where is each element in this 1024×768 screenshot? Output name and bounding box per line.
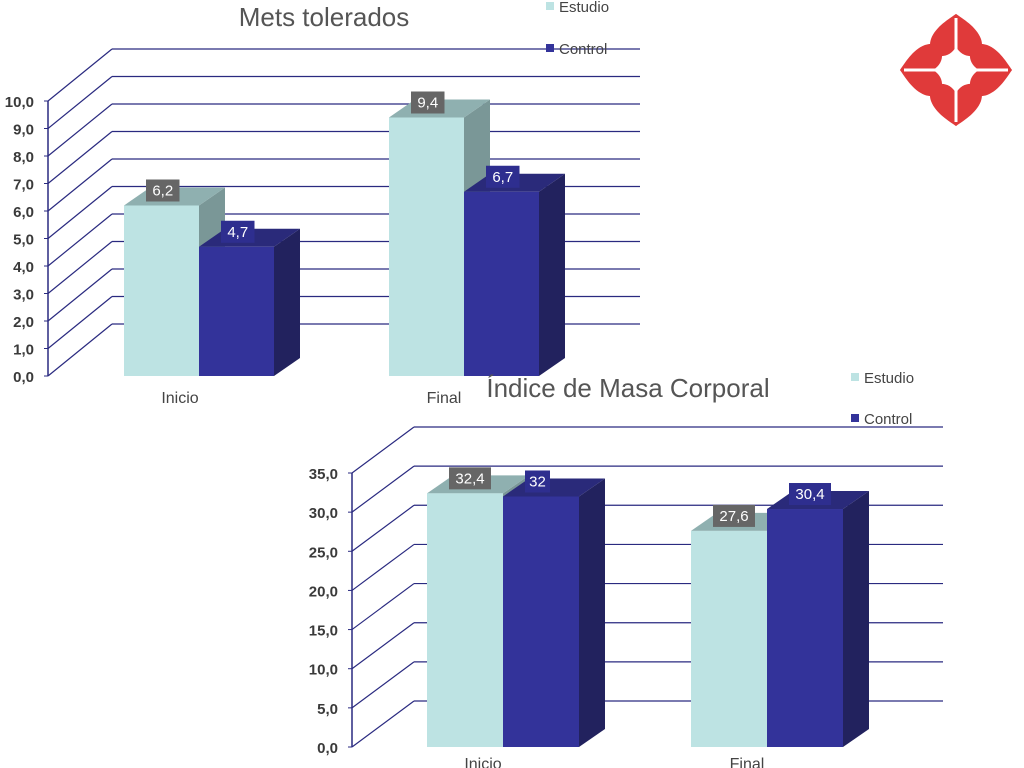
gridline-diagonal [351, 426, 415, 474]
heart-clover-logo-icon [899, 13, 1013, 127]
data-label-control-final: 6,7 [492, 169, 513, 186]
chart-title: Índice de Masa Corporal [486, 373, 769, 403]
chart-mets-tolerados: 0,0 1,0 2,0 3,0 4,0 5,0 6,0 7,0 8,0 9,0 10,0 Mets t… [5, 0, 640, 407]
data-label-box-estudio-inicio [146, 179, 180, 202]
gridline-diagonal [351, 543, 415, 591]
gridline-diagonal [47, 241, 113, 294]
x-category-label: Inicio [161, 390, 198, 407]
data-label-control-inicio: 32 [529, 473, 546, 490]
y-tick-label: 0,0 [317, 740, 338, 757]
gridline-diagonal [47, 323, 113, 377]
data-label-estudio-inicio: 32,4 [455, 470, 484, 487]
data-label-box-control-final [789, 483, 831, 506]
gridline-diagonal [47, 268, 113, 322]
bar-side-control-inicio [579, 478, 605, 747]
data-label-box-control-final [486, 165, 520, 188]
data-label-box-estudio-inicio [449, 467, 491, 490]
y-tick-label: 5,0 [317, 701, 338, 718]
data-label-estudio-inicio: 6,2 [152, 183, 173, 200]
y-tick-label: 5,0 [13, 232, 34, 249]
y-tick-label: 9,0 [13, 122, 34, 139]
x-category-label: Final [730, 756, 765, 768]
y-tick-label: 30,0 [309, 505, 338, 522]
y-tick-label: 35,0 [309, 466, 338, 483]
y-tick-label: 1,0 [13, 342, 34, 359]
gridline-diagonal [47, 158, 113, 212]
gridline-diagonal [351, 700, 415, 748]
y-tick-label: 20,0 [309, 583, 338, 600]
gridline-diagonal [47, 296, 113, 349]
legend-label-control: Control [864, 411, 912, 428]
bar-estudio-final [691, 530, 767, 747]
y-tick-label: 3,0 [13, 287, 34, 304]
y-tick-label: 10,0 [5, 94, 34, 111]
y-tick-label: 0,0 [13, 369, 34, 386]
gridline-diagonal [351, 661, 415, 709]
y-tick-label: 8,0 [13, 149, 34, 166]
y-tick-label: 4,0 [13, 259, 34, 276]
bar-control-inicio [199, 246, 274, 376]
gridline-diagonal [47, 103, 113, 157]
gridline-diagonal [47, 186, 113, 239]
legend-swatch-estudio [546, 2, 554, 10]
y-tick-label: 15,0 [309, 623, 338, 640]
data-label-control-final: 30,4 [795, 486, 824, 503]
legend-label-estudio: Estudio [864, 370, 914, 387]
data-label-box-control-inicio [525, 470, 550, 493]
data-label-estudio-final: 9,4 [417, 95, 438, 112]
y-tick-label: 7,0 [13, 177, 34, 194]
legend-label-control: Control [559, 41, 607, 58]
gridline-diagonal [47, 131, 113, 184]
y-tick-label: 2,0 [13, 314, 34, 331]
bar-estudio-inicio [427, 493, 503, 747]
legend-swatch-control [851, 414, 859, 422]
chart-title: Mets tolerados [239, 2, 410, 32]
data-label-estudio-final: 27,6 [719, 508, 748, 525]
y-tick-label: 6,0 [13, 204, 34, 221]
gridline-diagonal [47, 76, 113, 129]
bar-side-control-inicio [274, 228, 300, 376]
bar-side-control-final [843, 491, 869, 747]
legend-swatch-control [546, 44, 554, 52]
bar-estudio-inicio [124, 205, 199, 376]
data-label-box-estudio-final [411, 91, 445, 114]
y-tick-label: 25,0 [309, 544, 338, 561]
bar-control-inicio [503, 496, 579, 747]
legend-swatch-estudio [851, 373, 859, 381]
x-category-label: Final [427, 390, 462, 407]
gridline-diagonal [351, 504, 415, 552]
bar-side-control-final [539, 173, 565, 376]
x-category-label: Inicio [464, 756, 501, 768]
chart-imc: 0,0 5,0 10,0 15,0 20,0 25,0 30,0 35,0 Índice de … [309, 370, 943, 768]
gridline-diagonal [351, 465, 415, 513]
data-label-control-inicio: 4,7 [227, 224, 248, 241]
y-tick-label: 10,0 [309, 662, 338, 679]
legend-label-estudio: Estudio [559, 0, 609, 16]
gridline-diagonal [47, 48, 113, 102]
data-label-box-estudio-final [713, 504, 755, 527]
bar-control-final [767, 509, 843, 747]
gridline-diagonal [351, 622, 415, 670]
bar-estudio-final [389, 117, 464, 376]
gridline-diagonal [47, 213, 113, 267]
data-label-box-control-inicio [221, 220, 255, 243]
bar-control-final [464, 191, 539, 376]
gridline-diagonal [351, 583, 415, 631]
